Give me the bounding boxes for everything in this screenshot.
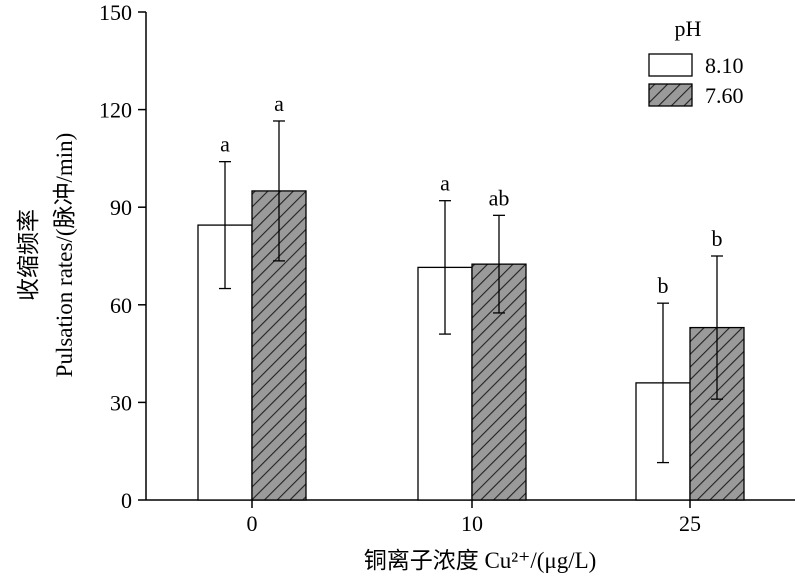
y-tick-label-90: 90 <box>110 195 132 220</box>
legend-swatch-7-60 <box>648 83 693 107</box>
letter-7-60-0: a <box>274 91 284 116</box>
bars <box>197 190 745 501</box>
legend-label-8-10: 8.10 <box>705 53 744 78</box>
y-axis-label-cn: 收缩频率 <box>16 209 41 301</box>
error-bar-7-60-0 <box>273 120 285 262</box>
legend-swatch-8-10 <box>648 53 693 77</box>
x-axis-label: 铜离子浓度 Cu²⁺/(μg/L) <box>364 548 597 573</box>
y-tick-label-60: 60 <box>110 293 132 318</box>
error-bar-8-10-25 <box>657 302 669 464</box>
y-tick-label-120: 120 <box>99 98 132 123</box>
y-tick-label-0: 0 <box>121 488 132 513</box>
y-tick-label-30: 30 <box>110 390 132 415</box>
letter-7-60-10: ab <box>489 185 510 210</box>
x-tick-label-0: 0 <box>247 511 258 536</box>
letter-8-10-25: b <box>658 273 669 298</box>
y-axis-label-en: Pulsation rates/(脉冲/min) <box>52 133 77 378</box>
x-tick-label-25: 25 <box>679 511 701 536</box>
y-tick-label-150: 150 <box>99 0 132 25</box>
y-ticks: 0 30 60 90 120 150 <box>99 0 146 513</box>
legend-title: pH <box>675 16 702 41</box>
x-tick-label-10: 10 <box>461 511 483 536</box>
y-axis-label: 收缩频率 Pulsation rates/(脉冲/min) <box>16 133 77 378</box>
error-bar-7-60-25 <box>711 255 723 400</box>
letter-7-60-25: b <box>712 226 723 251</box>
letter-8-10-0: a <box>220 132 230 157</box>
error-bars <box>219 120 723 464</box>
error-bar-8-10-10 <box>439 200 451 335</box>
error-bar-8-10-0 <box>219 161 231 290</box>
letter-8-10-10: a <box>440 171 450 196</box>
error-bar-7-60-10 <box>493 214 505 314</box>
x-ticks: 0 10 25 <box>247 500 701 536</box>
legend: pH 8.10 7.60 <box>648 16 744 108</box>
legend-label-7-60: 7.60 <box>705 83 744 108</box>
